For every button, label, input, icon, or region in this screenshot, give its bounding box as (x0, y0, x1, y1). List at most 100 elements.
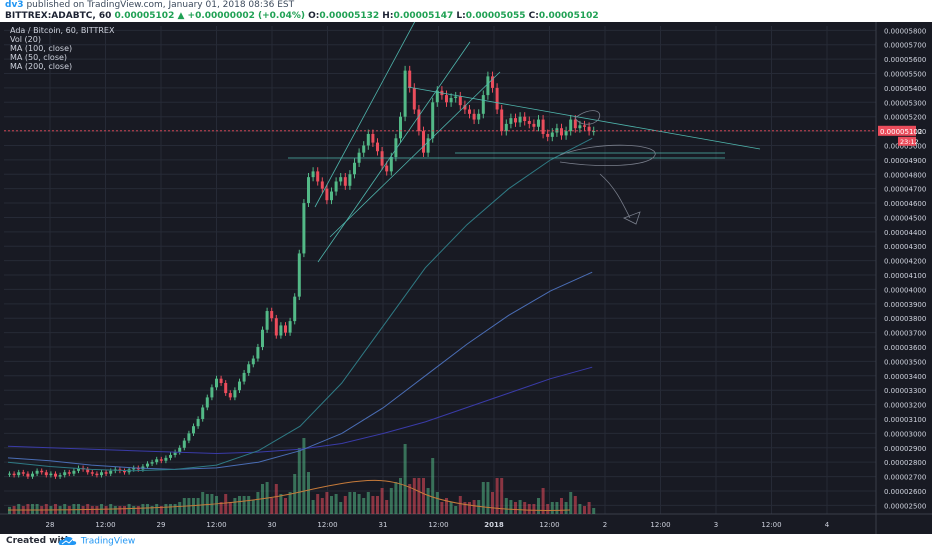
y-tick-label: 0.00003400 (884, 373, 926, 381)
candle-body (403, 70, 407, 117)
volume-bar (238, 496, 241, 514)
candle-body (504, 123, 508, 132)
candle-body (472, 113, 476, 120)
last-price-badge-value: 0.00005102 (880, 128, 922, 136)
volume-bar (201, 492, 205, 514)
y-tick-label: 0.00004400 (884, 229, 926, 237)
volume-bar (454, 506, 458, 514)
volume-bar (141, 504, 145, 514)
volume-bar (394, 482, 398, 514)
candle-body (58, 475, 62, 477)
volume-bar (256, 492, 260, 514)
volume-bar (288, 492, 292, 514)
volume-bar (320, 498, 324, 514)
volume-bar (77, 504, 80, 514)
volume-bar (514, 502, 517, 514)
price-chart[interactable]: 0.00002500 0.00002600 0.00002700 0.00002800… (0, 22, 932, 534)
volume-bar (169, 504, 172, 514)
volume-bar (541, 488, 545, 514)
candle-body (426, 138, 430, 153)
volume-bar (555, 502, 559, 514)
legend-ma-200[interactable]: MA (200, close) (10, 62, 73, 71)
volume-bar (274, 484, 278, 514)
candle-body (169, 454, 172, 458)
high-value: 0.00005147 (393, 11, 454, 21)
candle-body (376, 142, 379, 152)
legend-ma-100[interactable]: MA (100, close) (10, 44, 73, 53)
y-tick-label: 0.00004900 (884, 157, 926, 165)
tradingview-brand: TradingView (80, 536, 136, 547)
volume-bar (297, 448, 301, 514)
candle-body (293, 296, 297, 322)
candle-body (72, 470, 76, 474)
y-tick-label: 0.00005500 (884, 71, 926, 79)
candle-body (146, 463, 149, 467)
ohlc-header: BITTREX:ADABTC, 60 0.00005102 ▲ +0.00000… (5, 11, 599, 21)
y-tick-label: 0.00005200 (884, 114, 926, 122)
x-tick-label: 2 (603, 521, 607, 529)
author-link[interactable]: dv3 (5, 0, 24, 10)
x-tick-label: 12:00 (650, 521, 670, 529)
volume-bar (242, 496, 246, 514)
volume-bar (136, 506, 140, 514)
ma-50-line (7, 137, 593, 472)
volume-bar (449, 502, 453, 514)
candle-body (77, 467, 80, 471)
candle-body (307, 177, 310, 204)
candle-body (279, 325, 283, 336)
volume-bar (247, 496, 251, 514)
candle-body (500, 109, 504, 132)
volume-bar (495, 478, 499, 514)
volume-bar (463, 502, 467, 514)
legend-ma-50[interactable]: MA (50, close) (10, 53, 68, 62)
candle-body (362, 145, 366, 153)
y-tick-label: 0.00002600 (884, 488, 926, 496)
y-tick-label: 0.00005000 (884, 142, 926, 150)
y-tick-label: 0.00005300 (884, 99, 926, 107)
candle-body (297, 253, 301, 297)
chart-background (0, 22, 932, 534)
volume-bar (445, 498, 448, 514)
candle-body (371, 133, 375, 143)
candle-body (228, 393, 232, 398)
volume-bar (583, 506, 586, 514)
volume-bar (150, 506, 154, 514)
volume-bar (307, 472, 310, 514)
channel-middle-line (317, 41, 471, 263)
y-tick-label: 0.00004800 (884, 171, 926, 179)
volume-bar (325, 492, 329, 514)
candle-body (316, 171, 320, 182)
candle-body (394, 138, 398, 157)
y-tick-label: 0.00004600 (884, 200, 926, 208)
volume-bar (104, 506, 108, 514)
volume-bar (458, 496, 462, 514)
volume-bar (366, 492, 370, 514)
countdown-badge (898, 136, 916, 146)
chart-panel[interactable]: 0.00002500 0.00002600 0.00002700 0.00002800… (0, 22, 932, 534)
volume-bar (500, 478, 504, 514)
volume-bar (509, 500, 513, 514)
candle-body (353, 162, 356, 175)
volume-bar (362, 498, 366, 514)
x-tick-label: 29 (157, 521, 166, 529)
candle-body (537, 119, 540, 127)
x-tick-label: 12:00 (206, 521, 226, 529)
volume-bar (477, 500, 481, 514)
volume-bar (353, 492, 356, 514)
volume-bar (26, 504, 30, 514)
candle-body (17, 472, 21, 476)
tradingview-logo[interactable]: TradingView (58, 535, 135, 547)
y-tick-label: 0.00003500 (884, 358, 926, 366)
candle-body (302, 203, 306, 254)
candle-body (265, 311, 269, 330)
legend-vol[interactable]: Vol (20) (10, 35, 41, 44)
close-value: 0.00005102 (538, 11, 599, 21)
candle-body (445, 95, 448, 103)
volume-bar (426, 488, 430, 514)
candle-body (555, 128, 559, 133)
volume-bar (431, 458, 435, 514)
candle-body (196, 418, 200, 427)
y-tick-label: 0.00003200 (884, 402, 926, 410)
y-tick-label: 0.00003300 (884, 387, 926, 395)
candle-body (178, 447, 182, 453)
